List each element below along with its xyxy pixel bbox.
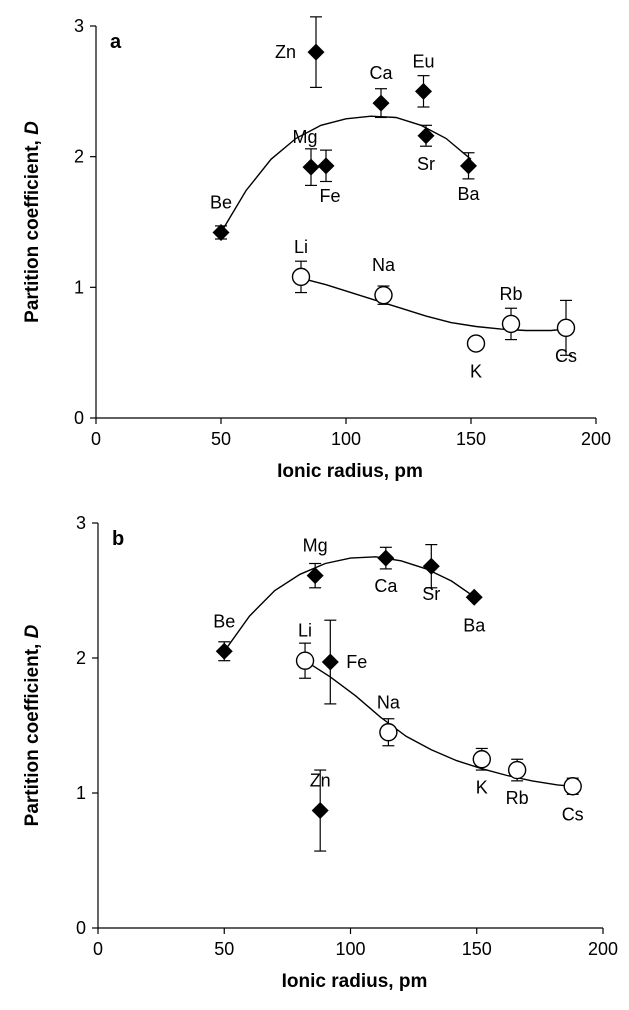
data-point-Rb (509, 762, 526, 779)
data-label-Na: Na (377, 692, 401, 712)
y-axis-title-text: Partition coefficient, (22, 638, 43, 826)
data-label-Fe: Fe (346, 652, 367, 672)
y-tick-label: 1 (76, 783, 86, 803)
data-point-K (468, 335, 485, 352)
data-point-Na (375, 287, 392, 304)
x-tick-label: 50 (211, 429, 231, 449)
x-tick-label: 200 (581, 429, 611, 449)
data-point-Li (297, 652, 314, 669)
data-point-Li (293, 268, 310, 285)
x-tick-label: 100 (331, 429, 361, 449)
data-label-Mg: Mg (292, 127, 317, 147)
data-label-Ba: Ba (463, 615, 486, 635)
data-label-Rb: Rb (506, 788, 529, 808)
data-label-Rb: Rb (499, 284, 522, 304)
y-tick-label: 0 (76, 918, 86, 938)
data-label-Li: Li (298, 621, 312, 641)
fit-curve-monovalent (301, 278, 566, 330)
x-tick-label: 0 (91, 429, 101, 449)
data-point-K (473, 751, 490, 768)
data-point-Ca (373, 95, 390, 112)
data-point-Sr (423, 558, 440, 575)
x-tick-label: 150 (462, 939, 492, 959)
data-label-Li: Li (294, 237, 308, 257)
data-point-Na (380, 724, 397, 741)
y-tick-label: 3 (74, 16, 84, 36)
data-label-Fe: Fe (319, 186, 340, 206)
panel-b: 0 50 100 150 200 0 1 2 3 Ionic radius, pm Partitio… (22, 513, 618, 992)
data-label-K: K (476, 777, 488, 797)
x-axis-title: Ionic radius, pm (277, 461, 423, 482)
x-tick-label: 200 (588, 939, 618, 959)
y-axis-title: Partition coefficient, D (22, 624, 43, 826)
data-label-Na: Na (372, 255, 396, 275)
data-point-Zn (308, 44, 325, 61)
data-point-Ca (377, 550, 394, 567)
y-tick-label: 1 (74, 277, 84, 297)
y-axis-title-text: Partition coefficient, (22, 135, 43, 323)
data-point-Sr (418, 127, 435, 144)
y-axis-title-variable: D (22, 121, 43, 135)
data-point-Ba (460, 157, 477, 174)
data-label-Eu: Eu (412, 51, 434, 71)
data-point-Cs (558, 319, 575, 336)
data-point-Zn (312, 802, 329, 819)
data-label-Be: Be (210, 192, 232, 212)
data-label-K: K (470, 362, 482, 382)
y-tick-label: 2 (74, 147, 84, 167)
y-tick-label: 0 (74, 408, 84, 428)
fit-curve-divalent (221, 116, 471, 232)
x-axis-title: Ionic radius, pm (282, 971, 428, 992)
x-tick-label: 0 (93, 939, 103, 959)
data-label-Zn: Zn (310, 771, 331, 791)
data-label-Sr: Sr (422, 584, 440, 604)
data-point-Mg (303, 159, 320, 176)
panel-letter: b (112, 528, 124, 550)
data-label-Ca: Ca (369, 63, 393, 83)
x-tick-label: 100 (335, 939, 365, 959)
data-point-Eu (415, 83, 432, 100)
data-label-Cs: Cs (562, 804, 584, 824)
data-point-Be (216, 643, 233, 660)
x-tick-label: 50 (214, 939, 234, 959)
data-point-Fe (322, 654, 339, 671)
data-label-Zn: Zn (275, 42, 296, 62)
data-label-Cs: Cs (555, 346, 577, 366)
data-label-Ba: Ba (457, 184, 480, 204)
data-label-Mg: Mg (303, 536, 328, 556)
fit-curve-monovalent (305, 661, 573, 787)
data-point-Ba (466, 589, 483, 606)
data-point-Cs (564, 778, 581, 795)
y-axis-title: Partition coefficient, D (22, 121, 43, 323)
y-tick-label: 2 (76, 648, 86, 668)
data-label-Ca: Ca (374, 576, 398, 596)
x-tick-label: 150 (456, 429, 486, 449)
data-point-Fe (318, 157, 335, 174)
data-label-Sr: Sr (417, 154, 435, 174)
panel-a: 0 50 100 150 200 0 1 2 3 Ionic radius, pm Partitio… (22, 16, 611, 482)
y-tick-label: 3 (76, 513, 86, 533)
data-point-Rb (503, 315, 520, 332)
panel-letter: a (110, 31, 122, 53)
data-label-Be: Be (213, 611, 235, 631)
y-axis-title-variable: D (22, 624, 43, 638)
